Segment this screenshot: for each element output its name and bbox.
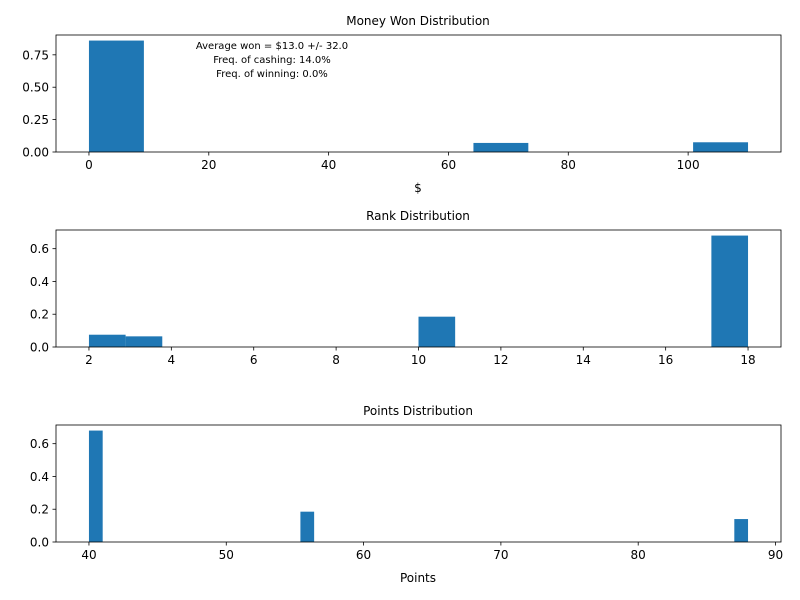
rank-y-tick-label: 0.2 [30,308,49,322]
rank-y-tick-label: 0.6 [30,242,49,256]
rank-x-tick-label: 8 [332,353,340,367]
money-won-bars [88,40,749,152]
money-won-y-tick-label: 0.25 [22,113,49,127]
points-x-tick-label: 90 [768,548,783,562]
money-won-x-tick-label: 0 [85,158,93,172]
money-won-x-axis: 0 20 40 60 80 100 [85,152,700,172]
points-x-tick-label: 80 [631,548,646,562]
rank-panel: Rank Distribution 2 4 6 8 10 12 14 16 18 0.00.20… [30,209,782,367]
rank-x-tick-label: 12 [493,353,508,367]
money-won-x-tick-label: 40 [321,158,336,172]
rank-bar-2 [125,336,163,347]
points-x-axis-label: Points [400,571,436,585]
points-x-tick-label: 40 [81,548,96,562]
points-title: Points Distribution [363,404,473,418]
money-won-bar-1 [88,40,144,152]
cashing-frequency-annotation: Freq. of cashing: 14.0% [213,55,331,66]
points-panel: Points Distribution 40 50 60 70 80 90 0.00.20… [30,404,783,585]
money-won-plot-frame [55,34,782,153]
rank-bar-3 [418,316,456,347]
rank-x-tick-label: 14 [576,353,591,367]
rank-x-tick-label: 18 [740,353,755,367]
rank-x-tick-label: 4 [168,353,176,367]
points-y-tick-label: 0.4 [30,470,49,484]
points-bar-3 [734,519,749,542]
money-won-y-tick-label: 0.00 [22,146,49,160]
money-won-x-tick-label: 60 [441,158,456,172]
winning-frequency-annotation: Freq. of winning: 0.0% [216,69,328,80]
rank-y-tick-label: 0.4 [30,275,49,289]
money-won-bar-2 [473,142,529,152]
points-y-tick-label: 0.6 [30,437,49,451]
points-y-axis: 0.0 0.2 0.4 0.6 [30,437,56,550]
points-x-tick-label: 50 [219,548,234,562]
rank-x-tick-label: 10 [411,353,426,367]
money-won-x-axis-label: $ [414,181,422,195]
money-won-y-tick-label: 0.50 [22,81,49,95]
points-y-tick-label: 0.0 [30,536,49,550]
points-y-tick-label: 0.2 [30,503,49,517]
rank-bar-1 [88,334,126,347]
money-won-bar-3 [693,142,749,152]
rank-y-tick-label: 0.0 [30,341,49,355]
points-x-axis: 40 50 60 70 80 90 [81,542,783,562]
rank-y-axis: 0.0 0.2 0.4 0.6 [30,242,56,355]
money-won-y-tick-label: 0.75 [22,48,49,62]
points-bar-2 [300,511,315,542]
rank-x-tick-label: 16 [658,353,673,367]
rank-x-tick-label: 6 [250,353,258,367]
points-bars [88,430,749,542]
rank-bar-4 [711,235,749,347]
money-won-y-axis: 0.00 0.25 0.50 0.75 [22,48,56,160]
money-won-x-tick-label: 20 [201,158,216,172]
money-won-x-tick-label: 80 [561,158,576,172]
money-won-panel: Money Won Distribution 0 20 40 60 80 100 0.00… [22,14,782,195]
rank-title: Rank Distribution [366,209,470,223]
money-won-x-tick-label: 100 [677,158,700,172]
points-plot-frame [55,424,782,543]
points-x-tick-label: 70 [493,548,508,562]
average-won-annotation: Average won = $13.0 +/- 32.0 [196,41,348,52]
rank-bars [88,235,749,347]
points-x-tick-label: 60 [356,548,371,562]
points-bar-1 [88,430,103,542]
money-won-title: Money Won Distribution [346,14,490,28]
rank-x-tick-label: 2 [85,353,93,367]
rank-x-axis: 2 4 6 8 10 12 14 16 18 [85,347,756,367]
